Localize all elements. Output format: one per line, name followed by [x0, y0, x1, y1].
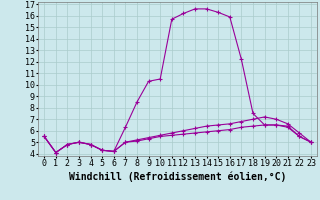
X-axis label: Windchill (Refroidissement éolien,°C): Windchill (Refroidissement éolien,°C) — [69, 171, 286, 182]
